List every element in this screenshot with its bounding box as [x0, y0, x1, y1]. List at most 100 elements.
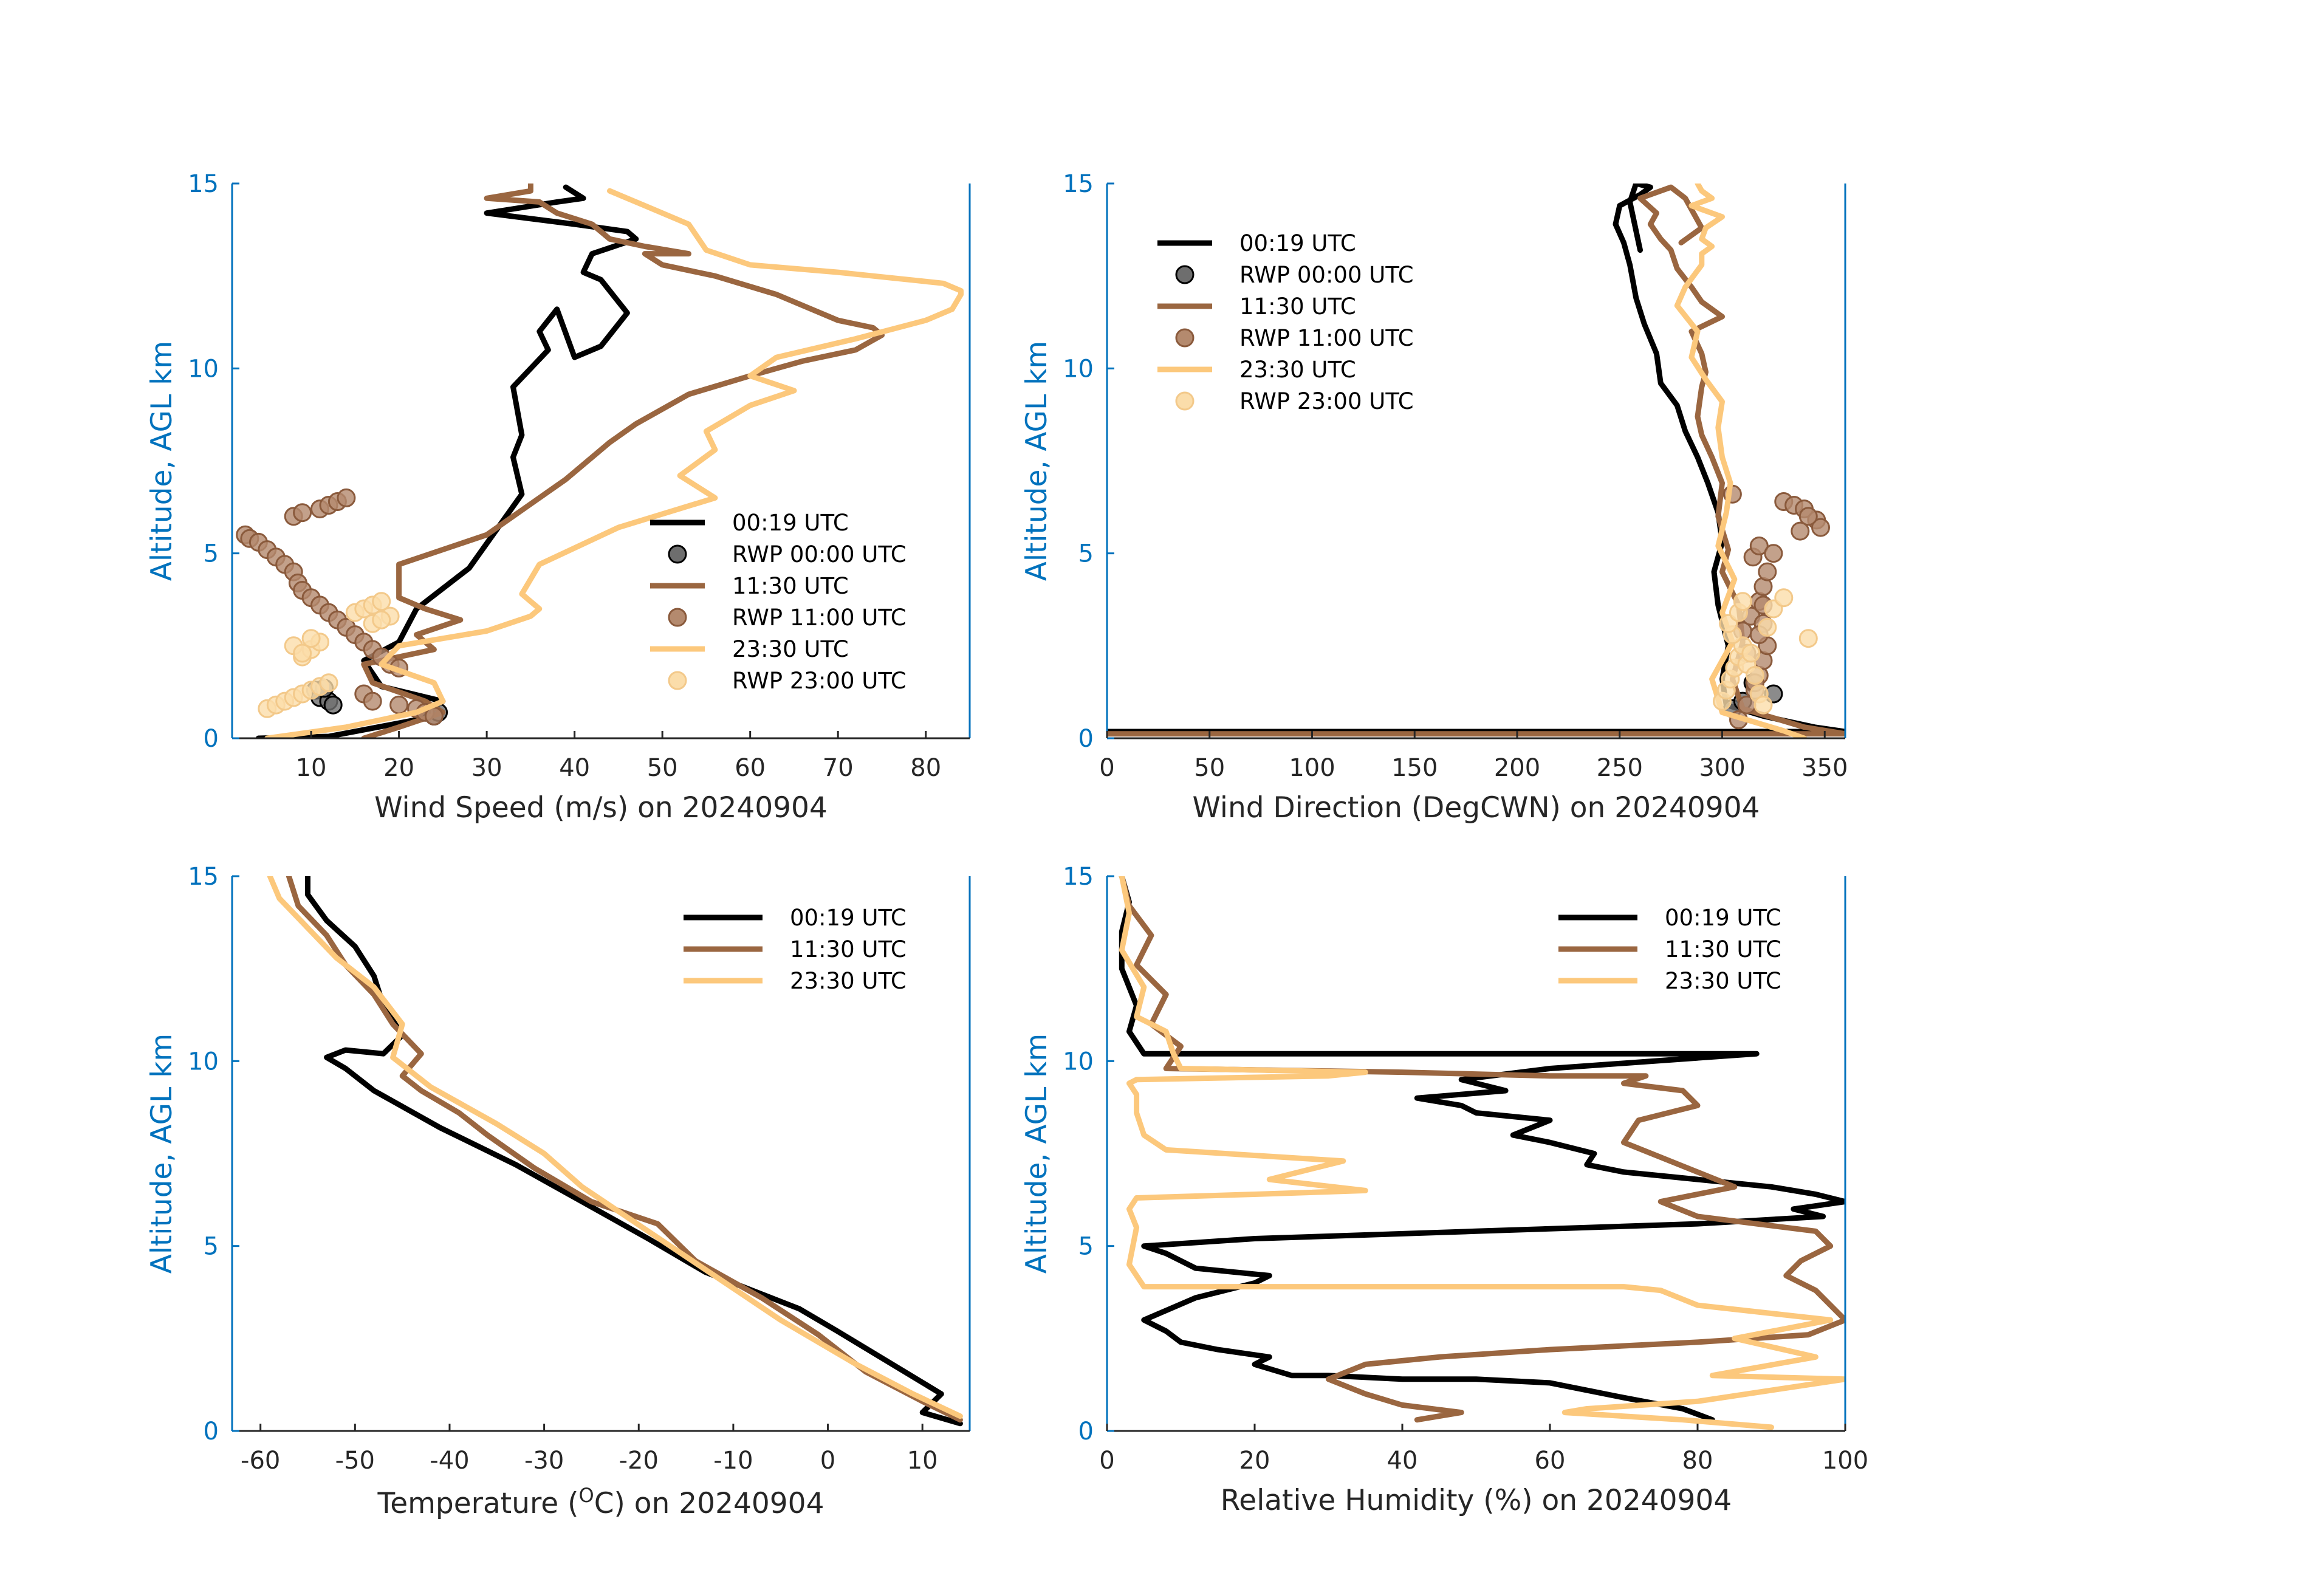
x-tick-label: 20: [1239, 1447, 1270, 1475]
x-tick-label: 150: [1391, 754, 1438, 782]
series-line-00-19-utc: [305, 876, 963, 1427]
x-tick-label: 70: [823, 754, 854, 782]
series-line-23-30-utc: [1119, 876, 1845, 1430]
legend-entry: 00:19 UTC: [1558, 905, 1781, 931]
legend: 00:19 UTC RWP 00:00 UTC 11:30 UTC RWP 11:00…: [650, 510, 907, 694]
y-tick-label: 5: [1078, 1233, 1094, 1261]
y-tick-label: 0: [204, 725, 219, 753]
x-tick-label: 0: [1099, 754, 1114, 782]
scatter-point-rwp-23-00-utc: [319, 673, 338, 693]
x-tick-label: 50: [647, 754, 678, 782]
legend-entry: 00:19 UTC: [1157, 230, 1356, 256]
legend-marker-swatch: [668, 544, 687, 564]
y-axis-label: Altitude, AGL km: [145, 1034, 179, 1274]
x-tick-label: 60: [1535, 1447, 1566, 1475]
legend-label: RWP 00:00 UTC: [1239, 262, 1414, 288]
y-tick-label: 15: [188, 863, 219, 891]
x-tick-label: 40: [559, 754, 590, 782]
x-tick-label: 60: [735, 754, 766, 782]
legend-entry: 00:19 UTC: [650, 510, 849, 536]
legend-entry: 11:30 UTC: [684, 936, 907, 962]
series-line-23-30-utc: [267, 876, 963, 1419]
x-tick-label: -20: [619, 1447, 659, 1475]
legend-entry: 11:30 UTC: [650, 573, 849, 599]
x-tick-label: 20: [383, 754, 414, 782]
legend-marker-swatch: [1175, 328, 1195, 348]
legend-entry: 11:30 UTC: [1157, 293, 1356, 320]
series-line-23-30-utc: [264, 188, 964, 738]
y-tick-label: 5: [1078, 540, 1094, 568]
legend-entry: 23:30 UTC: [1558, 968, 1781, 994]
y-axis-label: Altitude, AGL km: [145, 341, 179, 581]
legend-label: 11:30 UTC: [732, 573, 849, 599]
y-axis-label: Altitude, AGL km: [1020, 341, 1054, 581]
scatter-point-rwp-23-00-utc: [1746, 666, 1764, 685]
chart-wind-speed: 0 5 10 15 10 20 30 40 50 60 70 80 Altitude, AGL km Wi…: [145, 170, 971, 825]
scatter-point-rwp-23-00-utc: [301, 629, 321, 648]
x-tick-label: 0: [820, 1447, 835, 1475]
legend-label: 11:30 UTC: [1239, 293, 1356, 320]
x-tick-label: 100: [1289, 754, 1335, 782]
legend-label: 23:30 UTC: [1665, 968, 1781, 994]
legend-marker-swatch: [1175, 265, 1195, 284]
x-tick-label: -60: [241, 1447, 280, 1475]
scatter-point-rwp-23-00-utc: [372, 592, 391, 611]
legend-entry: RWP 11:00 UTC: [1175, 325, 1414, 351]
legend: 00:19 UTC RWP 00:00 UTC 11:30 UTC RWP 11:00…: [1157, 230, 1414, 414]
series-line-00-19-utc: [1119, 876, 1845, 1423]
scatter-point-rwp-11-00-utc: [1758, 562, 1777, 581]
plot-area: [1119, 876, 1845, 1430]
y-tick-label: 15: [1063, 863, 1094, 891]
x-tick-label: 250: [1597, 754, 1643, 782]
scatter-point-rwp-11-00-utc: [363, 691, 382, 711]
y-tick-label: 0: [1078, 1418, 1094, 1446]
scatter-point-rwp-11-00-utc: [1749, 537, 1769, 555]
series-line-11-30-utc: [1119, 876, 1845, 1423]
legend-label: 00:19 UTC: [732, 510, 849, 536]
plot-area: [1107, 184, 1845, 738]
legend-label: RWP 00:00 UTC: [732, 541, 907, 568]
legend: 00:19 UTC 11:30 UTC 23:30 UTC: [684, 905, 907, 994]
legend-label: RWP 23:00 UTC: [732, 668, 907, 694]
x-tick-label: -10: [713, 1447, 753, 1475]
y-tick-label: 15: [188, 170, 219, 198]
plot-area: [236, 184, 964, 738]
y-tick-label: 10: [1063, 1048, 1094, 1075]
scatter-point-rwp-11-00-utc: [1764, 544, 1783, 563]
x-tick-label: 30: [471, 754, 502, 782]
scatter-point-rwp-23-00-utc: [1741, 643, 1761, 663]
x-axis-label: Wind Speed (m/s) on 20240904: [374, 791, 828, 825]
scatter-point-rwp-00-00-utc: [323, 695, 343, 715]
x-tick-label: -30: [524, 1447, 564, 1475]
legend-label: 11:30 UTC: [1665, 936, 1781, 962]
x-tick-label: 40: [1387, 1447, 1418, 1475]
legend-entry: RWP 11:00 UTC: [668, 605, 907, 631]
legend-entry: 00:19 UTC: [684, 905, 907, 931]
legend-label: 00:19 UTC: [790, 905, 907, 931]
x-axis-label: Relative Humidity (%) on 20240904: [1221, 1484, 1732, 1517]
legend-entry: RWP 00:00 UTC: [668, 541, 907, 568]
y-tick-label: 0: [1078, 725, 1094, 753]
legend-label: 23:30 UTC: [732, 636, 849, 662]
chart-temperature: 0 5 10 15 -60 -50 -40 -30 -20 -10 0 10 Altitude, AGL…: [145, 863, 971, 1520]
series-line-11-30-utc: [361, 184, 885, 738]
x-tick-label: 80: [910, 754, 941, 782]
plot-area: [267, 876, 963, 1427]
scatter-point-rwp-11-00-utc: [1791, 521, 1810, 541]
scatter-point-rwp-23-00-utc: [1758, 617, 1777, 637]
legend-entry: 23:30 UTC: [684, 968, 907, 994]
y-axis-label: Altitude, AGL km: [1020, 1034, 1054, 1274]
x-tick-label: 350: [1801, 754, 1848, 782]
legend-marker-swatch: [668, 671, 687, 690]
x-tick-label: 80: [1682, 1447, 1713, 1475]
x-tick-label: 100: [1822, 1447, 1868, 1475]
scatter-point-rwp-11-00-utc: [293, 503, 312, 523]
scatter-point-rwp-23-00-utc: [372, 610, 391, 629]
scatter-point-rwp-23-00-utc: [1774, 588, 1794, 608]
legend-entry: 23:30 UTC: [1157, 357, 1356, 383]
x-tick-label: 300: [1699, 754, 1745, 782]
scatter-point-rwp-11-00-utc: [1798, 507, 1818, 526]
